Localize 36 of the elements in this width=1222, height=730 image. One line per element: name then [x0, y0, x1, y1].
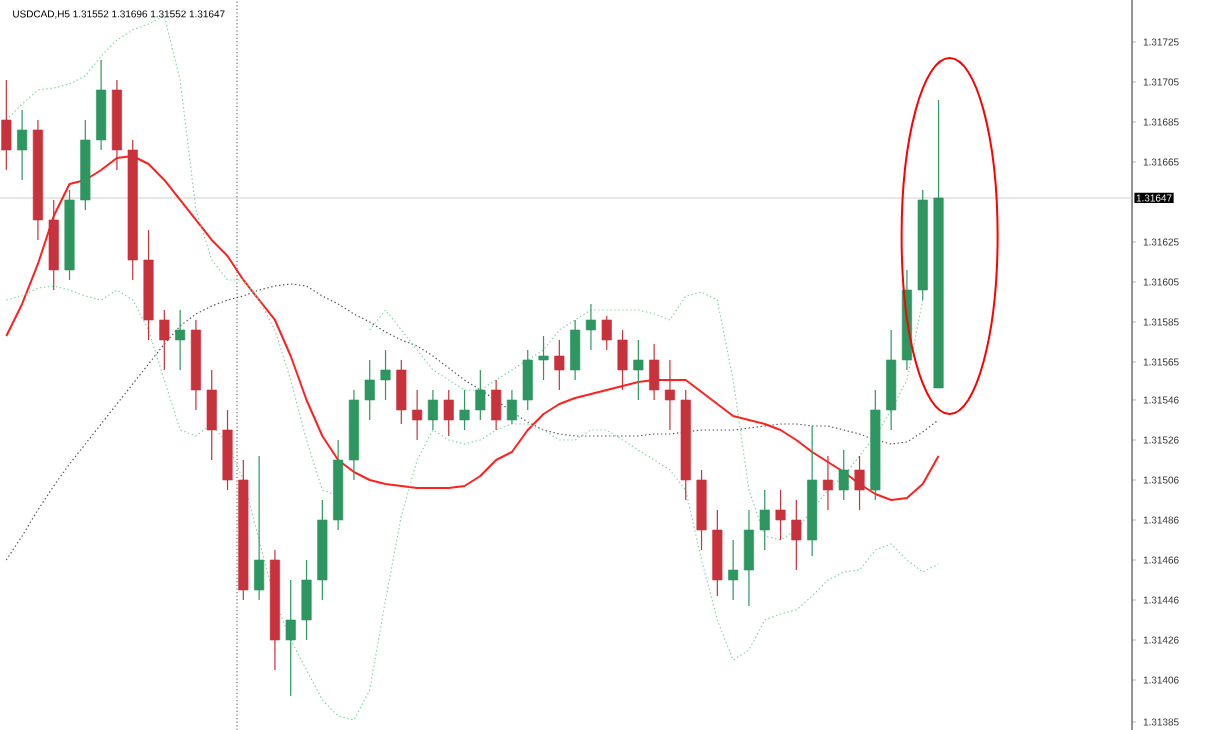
candlestick — [459, 389, 470, 431]
candlestick — [364, 359, 375, 421]
candlestick — [775, 489, 786, 541]
candlestick — [554, 339, 565, 391]
candlestick — [838, 449, 849, 501]
candlestick — [791, 499, 802, 571]
candlestick — [506, 389, 517, 425]
candlestick — [728, 539, 739, 601]
candlestick — [206, 369, 217, 461]
candlestick — [380, 349, 391, 401]
candlestick — [159, 309, 170, 371]
candlestick — [743, 509, 754, 607]
candlestick — [649, 343, 660, 401]
candlestick — [412, 389, 423, 441]
candlestick — [491, 379, 502, 431]
candlestick — [633, 339, 644, 401]
candlestick — [570, 319, 581, 381]
candlestick — [664, 359, 675, 431]
candlestick — [443, 389, 454, 437]
candlestick — [538, 335, 549, 381]
candlestick — [522, 349, 533, 411]
candlestick — [601, 315, 612, 351]
candlestick — [822, 455, 833, 511]
candlestick — [175, 309, 186, 371]
candlestick — [17, 109, 28, 181]
candlestick — [854, 455, 865, 511]
candlestick — [1, 79, 12, 171]
candlestick — [475, 369, 486, 421]
candlestick — [617, 329, 628, 391]
candlestick — [254, 455, 265, 601]
candlestick — [396, 359, 407, 425]
candlestick — [427, 389, 438, 431]
candlestick — [301, 559, 312, 641]
candlestick — [285, 579, 296, 697]
candlestick — [759, 489, 770, 551]
candlestick — [585, 303, 596, 351]
